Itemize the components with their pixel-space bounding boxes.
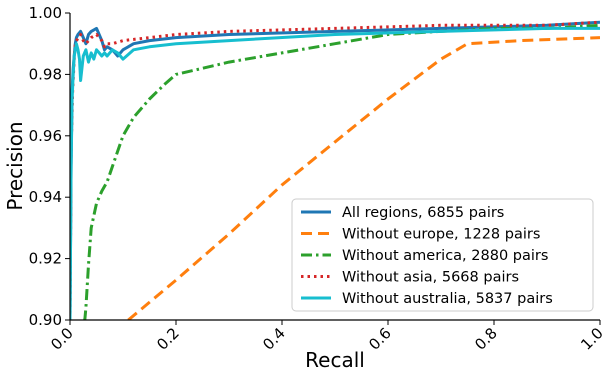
series-layer bbox=[70, 20, 600, 320]
x-tick-label: 1.0 bbox=[577, 324, 607, 354]
legend-box bbox=[291, 198, 594, 312]
series-line-3 bbox=[70, 20, 600, 320]
legend-label-1: Without europe, 1228 pairs bbox=[342, 227, 540, 243]
y-tick-label: 0.96 bbox=[29, 127, 62, 145]
x-tick-label: 0.4 bbox=[259, 324, 289, 354]
x-tick-label: 0.8 bbox=[471, 324, 501, 354]
x-tick-label: 0.6 bbox=[365, 324, 395, 354]
x-tick-label: 0.2 bbox=[153, 324, 183, 354]
series-line-1 bbox=[127, 36, 600, 320]
legend: All regions, 6855 pairs Without europe, 1… bbox=[291, 198, 594, 312]
x-axis-label: Recall bbox=[305, 348, 365, 372]
y-tick-label: 0.98 bbox=[29, 65, 62, 83]
legend-label-3: Without asia, 5668 pairs bbox=[342, 270, 519, 286]
axes-layer bbox=[69, 13, 600, 321]
y-tick-label: 1.00 bbox=[29, 4, 62, 22]
series-line-2 bbox=[83, 23, 600, 320]
y-tick-label: 0.92 bbox=[29, 250, 62, 268]
y-tick-label: 0.90 bbox=[29, 311, 62, 329]
y-axis-label: Precision bbox=[3, 121, 27, 210]
legend-label-2: Without america, 2880 pairs bbox=[342, 248, 548, 264]
series-line-4 bbox=[70, 26, 600, 320]
legend-label-4: Without australia, 5837 pairs bbox=[342, 291, 553, 307]
y-tick-label: 0.94 bbox=[29, 188, 62, 206]
legend-label-0: All regions, 6855 pairs bbox=[342, 205, 504, 221]
